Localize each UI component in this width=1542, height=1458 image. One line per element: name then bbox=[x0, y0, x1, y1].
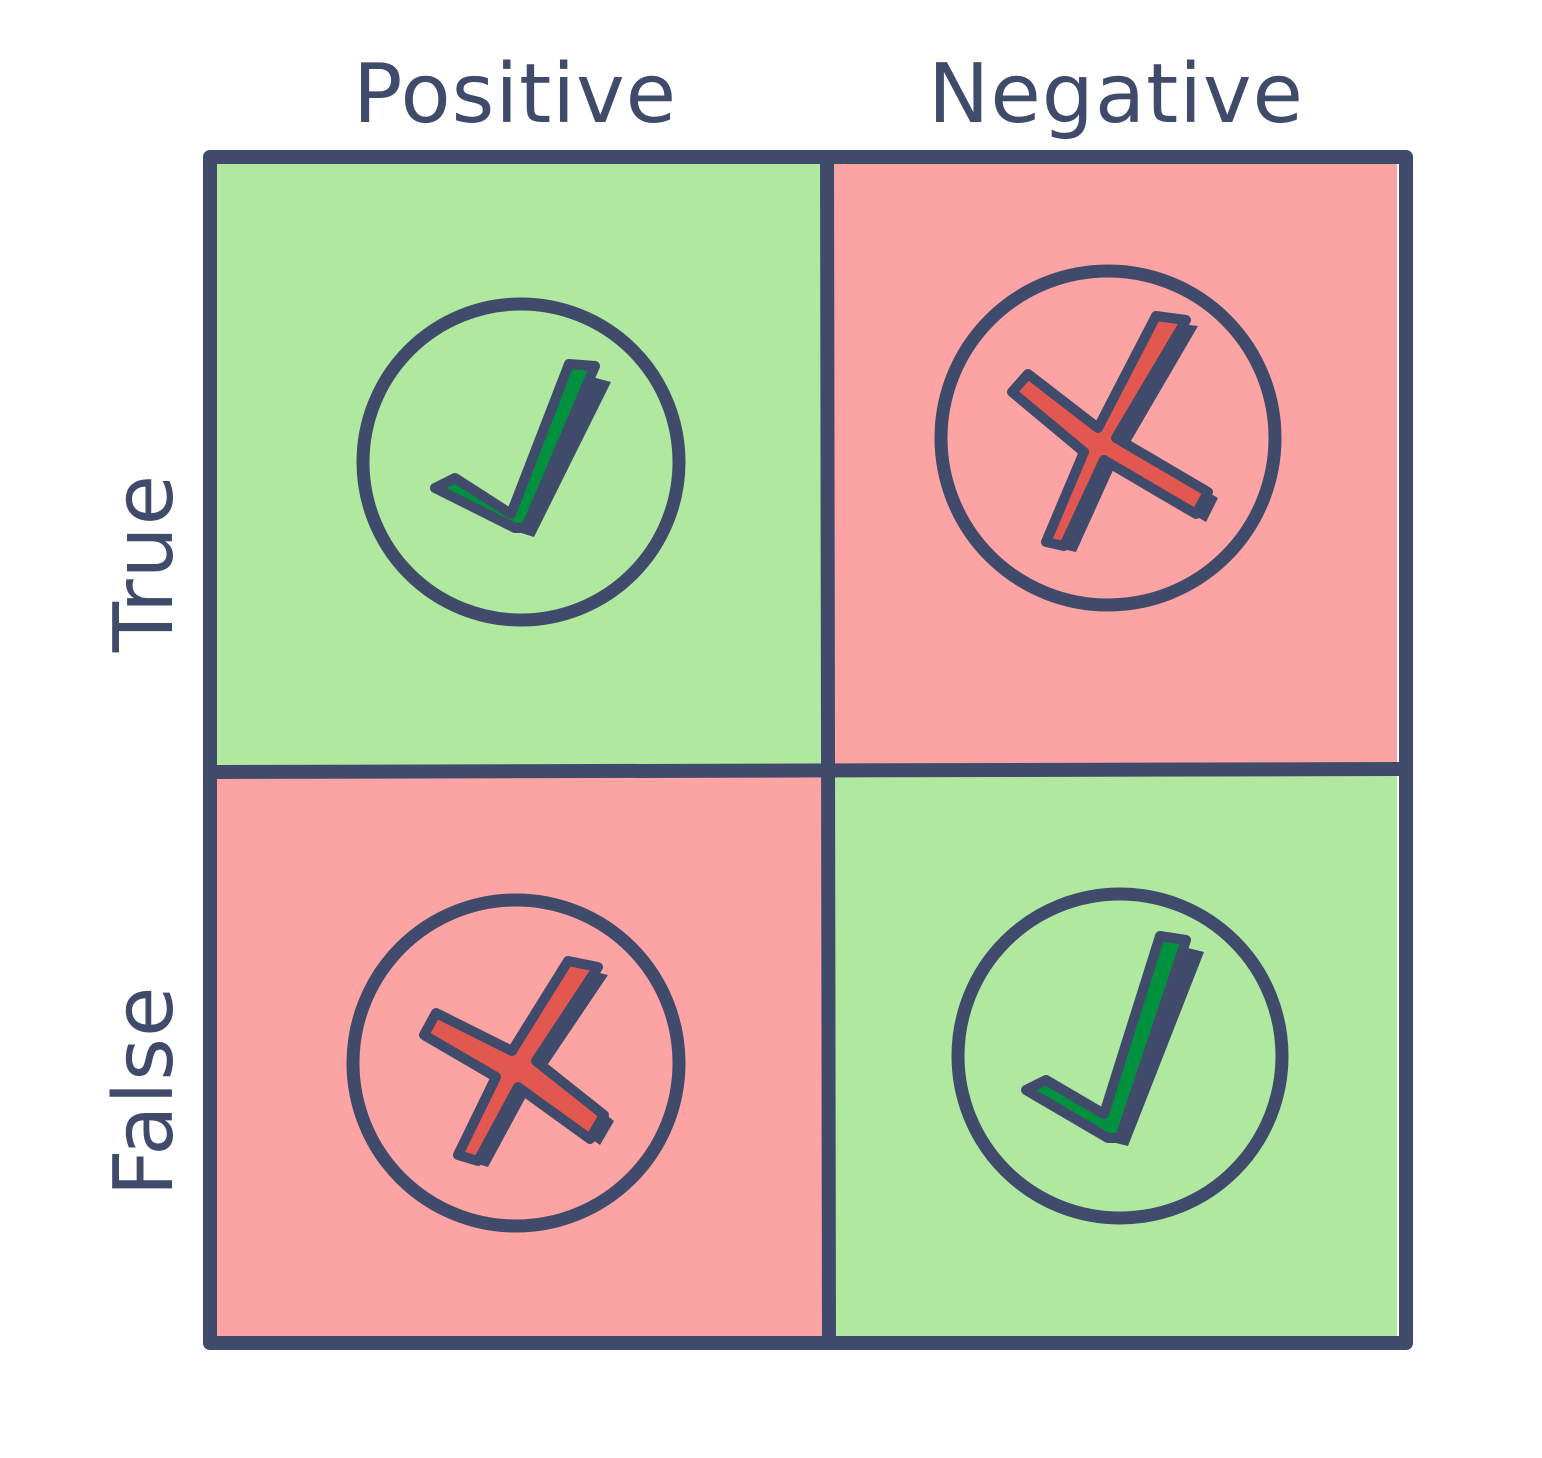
cell-false-negative bbox=[831, 776, 1397, 1336]
cross-icon-mark bbox=[419, 956, 609, 1166]
cross-icon bbox=[346, 893, 686, 1233]
check-icon-circle bbox=[356, 297, 686, 627]
row-label-false: False bbox=[97, 985, 192, 1197]
check-icon bbox=[951, 887, 1289, 1225]
check-icon-mark bbox=[430, 359, 600, 533]
column-label-positive: Positive bbox=[352, 47, 678, 142]
cross-icon-circle bbox=[346, 893, 686, 1233]
confusion-matrix-grid bbox=[203, 150, 1413, 1350]
grid-frame bbox=[203, 150, 1413, 1350]
cross-icon bbox=[934, 264, 1282, 612]
grid-divider-vertical bbox=[820, 150, 836, 1350]
cell-true-positive bbox=[217, 164, 823, 768]
cross-icon-circle bbox=[934, 264, 1282, 612]
check-icon bbox=[356, 297, 686, 627]
row-label-true: True bbox=[97, 473, 192, 653]
column-label-negative: Negative bbox=[928, 47, 1304, 142]
check-icon-circle bbox=[951, 887, 1289, 1225]
check-icon-mark bbox=[1021, 931, 1191, 1143]
cross-icon-mark bbox=[1007, 311, 1213, 551]
grid-divider-horizontal bbox=[210, 762, 1406, 779]
